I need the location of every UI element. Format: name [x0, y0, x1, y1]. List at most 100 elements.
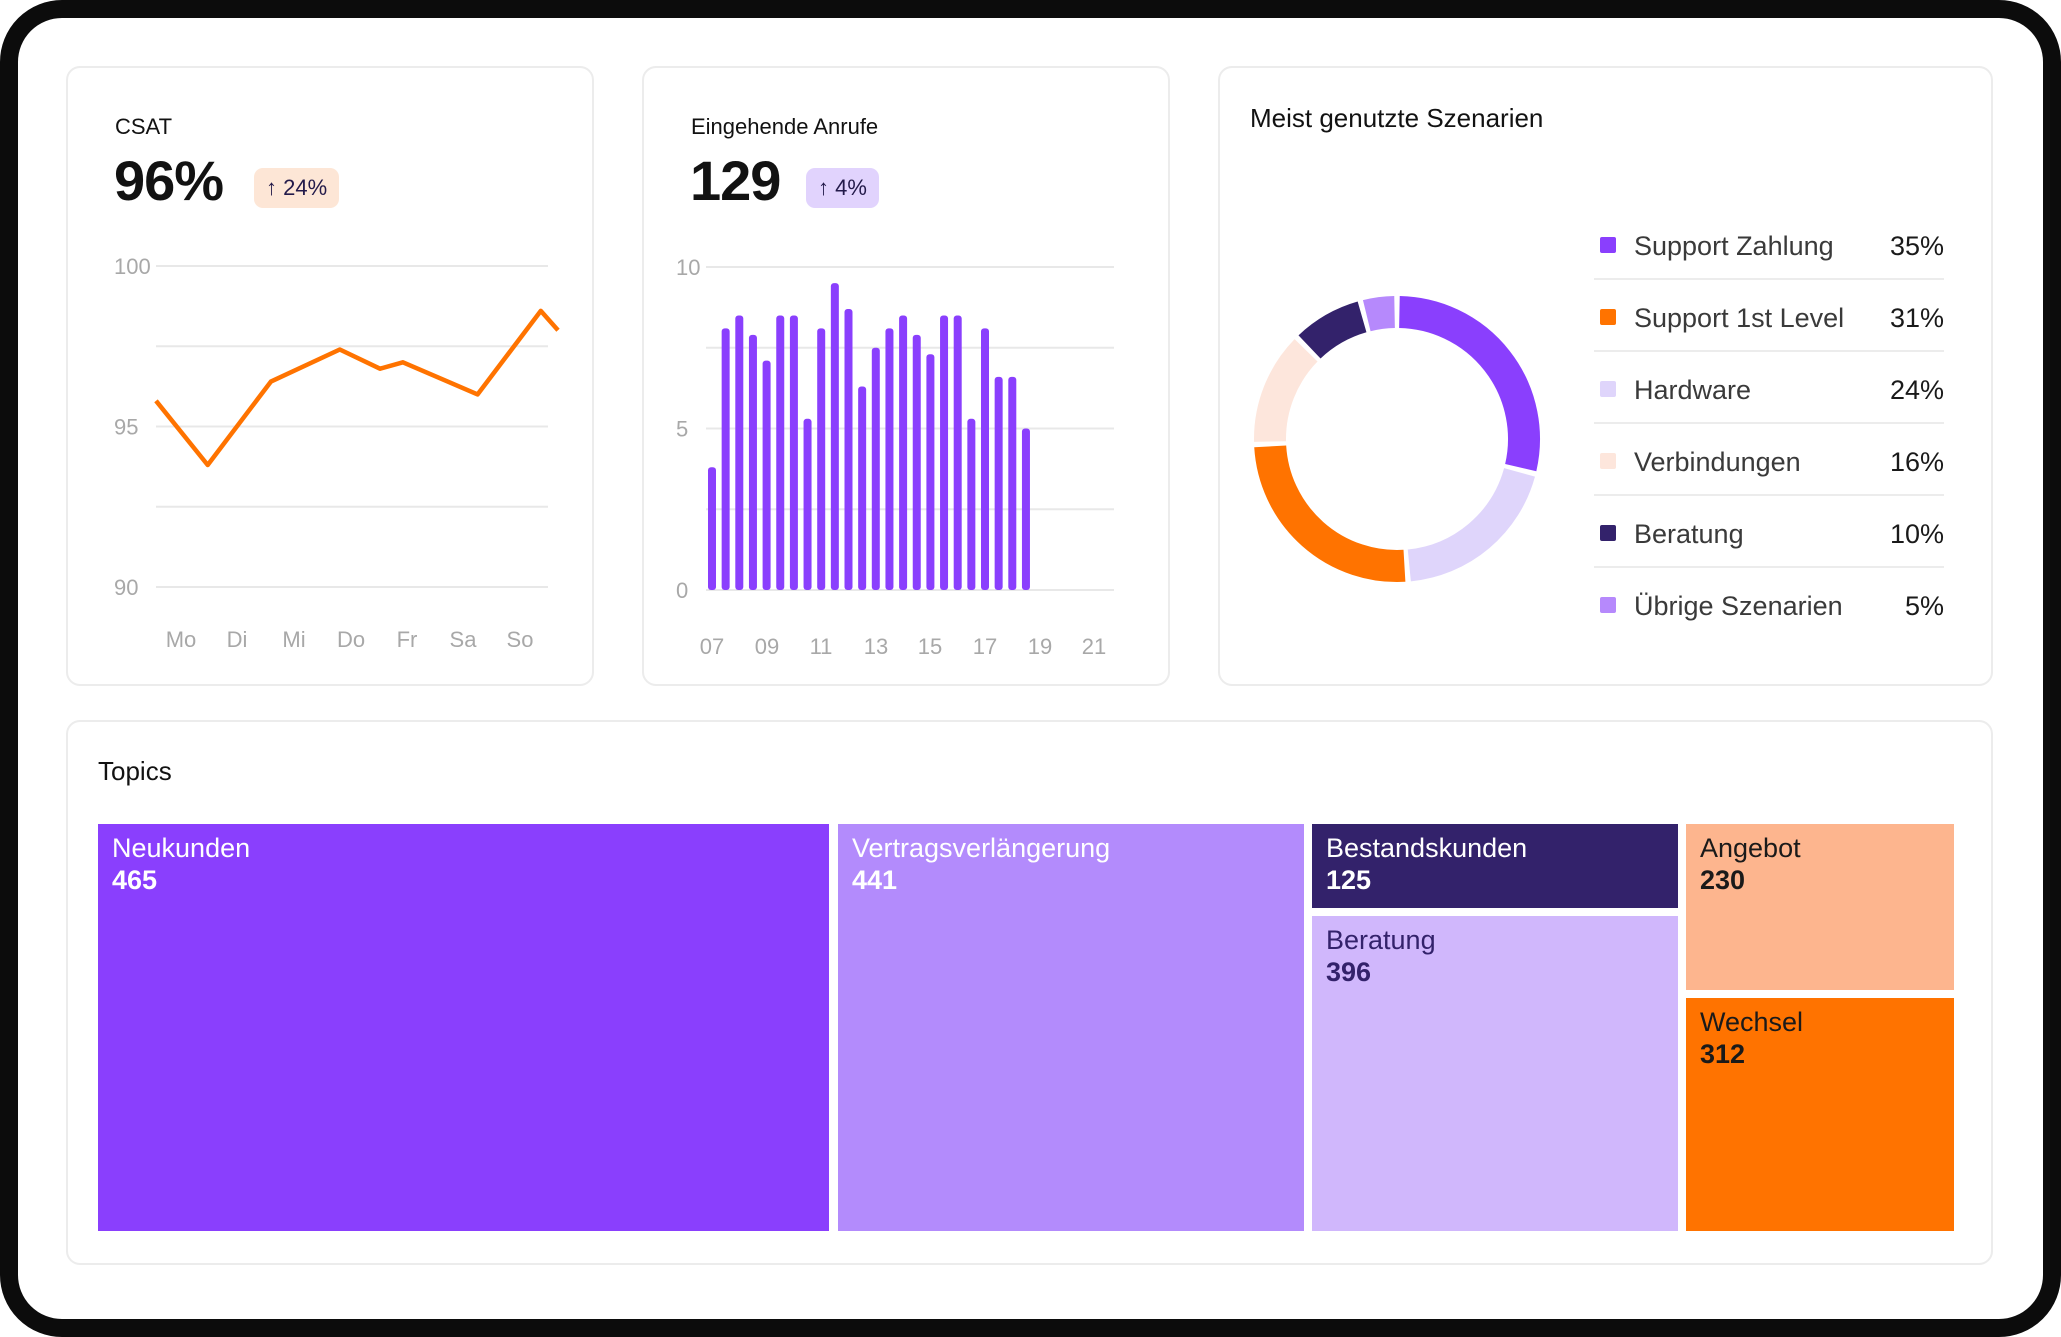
- legend-value: 16%: [1889, 447, 1944, 477]
- calls-bar: [762, 360, 771, 590]
- treemap-tile-value: 230: [1700, 865, 1746, 895]
- csat-x-tick: Sa: [450, 627, 478, 652]
- legend-swatch: [1600, 525, 1616, 541]
- calls-bar: [871, 347, 880, 590]
- treemap-tile-neukunden[interactable]: Neukunden 465: [98, 824, 829, 1231]
- scenarios-donut-chart: [1254, 296, 1540, 582]
- legend-item: Support 1st Level 31%: [1594, 280, 1944, 352]
- csat-card: CSAT 96% ↑ 24% 100 95 90 Mo Di Mi Do Fr Sa So: [66, 66, 594, 686]
- calls-bar: [858, 386, 867, 590]
- treemap-tile-bestandskunden[interactable]: Bestandskunden 125: [1312, 824, 1678, 908]
- legend-value: 24%: [1889, 375, 1944, 405]
- csat-y-tick: 95: [114, 415, 138, 440]
- legend-item: Beratung 10%: [1594, 496, 1944, 568]
- calls-bar-chart: 10 5 0 07 09 11 13 15 17 19 21: [676, 255, 1114, 659]
- treemap-tile-label: Beratung: [1326, 925, 1436, 955]
- calls-x-tick: 15: [918, 634, 942, 659]
- csat-series-line: [154, 308, 560, 468]
- donut-slice-support-zahlung: [1398, 296, 1540, 472]
- legend-swatch: [1600, 381, 1616, 397]
- treemap-tile-beratung[interactable]: Beratung 396: [1312, 916, 1678, 1231]
- calls-bar: [708, 467, 716, 590]
- legend-swatch: [1600, 309, 1616, 325]
- donut-slice-support-1st-level: [1254, 445, 1406, 582]
- csat-title: CSAT: [115, 114, 173, 139]
- calls-x-tick: 09: [755, 634, 779, 659]
- treemap-tile-label: Vertragsverlängerung: [852, 833, 1111, 863]
- legend-item: Übrige Szenarien 5%: [1594, 568, 1944, 640]
- treemap-tile-label: Wechsel: [1700, 1007, 1804, 1037]
- csat-y-tick: 90: [114, 575, 138, 600]
- topics-card: Topics Neukunden 465 Vertragsverlängerung 4…: [66, 720, 1993, 1265]
- treemap-tile-angebot[interactable]: Angebot 230: [1686, 824, 1954, 990]
- legend-item: Verbindungen 16%: [1594, 424, 1944, 496]
- csat-x-tick: Do: [337, 627, 365, 652]
- calls-bar: [789, 315, 798, 590]
- legend-value: 31%: [1889, 303, 1944, 333]
- legend-label: Support 1st Level: [1634, 303, 1845, 333]
- calls-bar: [735, 315, 744, 590]
- treemap-tile-label: Angebot: [1700, 833, 1801, 863]
- donut-slice-beratung: [1298, 301, 1367, 359]
- calls-bar: [803, 418, 812, 590]
- treemap-tile-value: 465: [112, 865, 158, 895]
- calls-bar: [953, 315, 962, 590]
- calls-title: Eingehende Anrufe: [691, 114, 879, 139]
- csat-x-tick: Mi: [282, 627, 305, 652]
- legend-label: Hardware: [1634, 375, 1752, 405]
- calls-bar: [994, 376, 1003, 590]
- calls-x-tick: 07: [700, 634, 724, 659]
- legend-label: Verbindungen: [1634, 447, 1801, 477]
- calls-bar: [926, 354, 935, 590]
- calls-x-tick: 21: [1082, 634, 1106, 659]
- legend-label: Beratung: [1634, 519, 1744, 549]
- csat-trend-badge: ↑ 24%: [254, 168, 340, 208]
- calls-bar: [721, 328, 730, 590]
- calls-value: 129: [690, 149, 781, 212]
- calls-x-tick: 19: [1028, 634, 1052, 659]
- csat-x-tick: Mo: [166, 627, 197, 652]
- csat-x-tick: So: [507, 627, 534, 652]
- calls-card: Eingehende Anrufe 129 ↑ 4% 10 5 0 07 09 11 13 1…: [642, 66, 1170, 686]
- calls-y-tick: 10: [676, 255, 700, 280]
- legend-swatch: [1600, 237, 1616, 253]
- treemap-tile-label: Bestandskunden: [1326, 833, 1528, 863]
- calls-bar: [899, 315, 908, 590]
- calls-bar: [940, 315, 949, 590]
- calls-bar: [1021, 428, 1030, 590]
- calls-bar: [830, 283, 839, 590]
- treemap-tile-label: Neukunden: [112, 833, 251, 863]
- calls-bar: [844, 308, 853, 590]
- legend-item: Support Zahlung 35%: [1594, 208, 1944, 280]
- calls-bar: [981, 328, 989, 590]
- treemap-tile-value: 312: [1700, 1039, 1746, 1069]
- calls-bar: [776, 315, 785, 590]
- csat-y-tick: 100: [114, 254, 151, 279]
- treemap-tile-wechsel[interactable]: Wechsel 312: [1686, 998, 1954, 1231]
- topics-title: Topics: [98, 756, 172, 786]
- treemap-tile-vertragsverl-ngerung[interactable]: Vertragsverlängerung 441: [838, 824, 1304, 1231]
- csat-line-chart: 100 95 90 Mo Di Mi Do Fr Sa So: [114, 254, 560, 652]
- donut-slice-hardware: [1407, 467, 1535, 582]
- legend-label: Support Zahlung: [1634, 231, 1834, 261]
- calls-bar: [967, 418, 976, 590]
- calls-y-tick: 5: [676, 417, 688, 442]
- calls-bar: [748, 334, 757, 590]
- donut-slice--brige-szenarien: [1362, 296, 1396, 332]
- scenarios-legend: Support Zahlung 35% Support 1st Level 31% Ha…: [1594, 208, 1944, 640]
- calls-x-tick: 11: [810, 634, 833, 659]
- treemap-tile-value: 125: [1326, 865, 1372, 895]
- legend-value: 35%: [1889, 231, 1944, 261]
- legend-item: Hardware 24%: [1594, 352, 1944, 424]
- calls-bar: [912, 334, 921, 590]
- legend-value: 5%: [1904, 591, 1944, 621]
- donut-slice-verbindungen: [1254, 339, 1318, 442]
- legend-value: 10%: [1889, 519, 1944, 549]
- calls-bar: [885, 328, 894, 590]
- csat-x-tick: Fr: [397, 627, 418, 652]
- calls-y-tick: 0: [676, 578, 688, 603]
- treemap-tile-value: 441: [852, 865, 898, 895]
- calls-bar: [817, 328, 826, 590]
- treemap-tile-value: 396: [1326, 957, 1372, 987]
